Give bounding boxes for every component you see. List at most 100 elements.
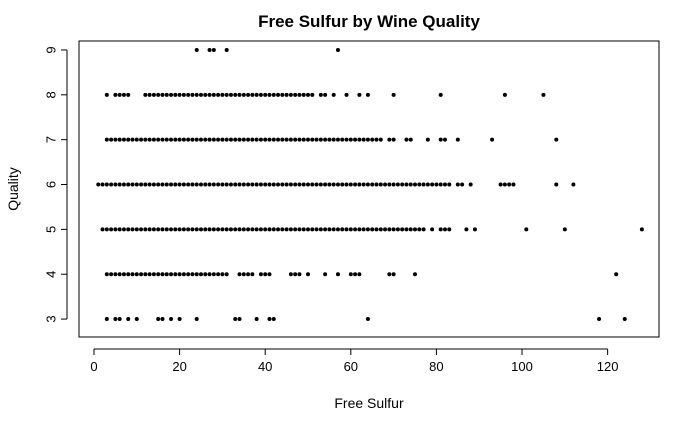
y-tick-label: 3 — [44, 315, 59, 322]
data-point — [430, 182, 435, 187]
data-point — [297, 272, 302, 277]
data-point — [190, 92, 195, 97]
x-tick-label: 100 — [511, 359, 533, 374]
data-point — [507, 182, 512, 187]
data-point — [263, 137, 268, 142]
y-tick-label: 4 — [44, 271, 59, 278]
x-tick-label: 120 — [597, 359, 619, 374]
data-point — [348, 137, 353, 142]
data-point — [237, 317, 242, 322]
data-point — [121, 182, 126, 187]
data-point — [344, 92, 349, 97]
data-point — [198, 272, 203, 277]
data-point — [241, 227, 246, 232]
data-point — [203, 272, 208, 277]
data-point — [391, 272, 396, 277]
data-point — [117, 272, 122, 277]
data-point — [117, 227, 122, 232]
data-point — [194, 47, 199, 52]
data-point — [173, 182, 178, 187]
data-point — [271, 227, 276, 232]
data-point — [126, 227, 131, 232]
data-point — [417, 227, 422, 232]
data-point — [554, 137, 559, 142]
data-point — [353, 182, 358, 187]
data-point — [335, 227, 340, 232]
data-point — [301, 182, 306, 187]
data-point — [404, 182, 409, 187]
data-point — [276, 92, 281, 97]
data-point — [391, 227, 396, 232]
data-point — [395, 182, 400, 187]
data-point — [254, 317, 259, 322]
data-point — [554, 182, 559, 187]
data-point — [258, 137, 263, 142]
data-point — [233, 227, 238, 232]
data-point — [335, 182, 340, 187]
data-point — [211, 92, 216, 97]
data-point — [246, 137, 251, 142]
data-point — [117, 92, 122, 97]
data-point — [383, 182, 388, 187]
data-point — [104, 272, 109, 277]
data-point — [147, 227, 152, 232]
data-point — [267, 317, 272, 322]
data-point — [357, 227, 362, 232]
data-point — [331, 182, 336, 187]
data-point — [139, 272, 144, 277]
data-point — [156, 227, 161, 232]
data-point — [194, 137, 199, 142]
plot-frame — [78, 40, 660, 338]
data-points — [96, 47, 644, 322]
data-point — [198, 92, 203, 97]
data-point — [301, 227, 306, 232]
data-point — [306, 182, 311, 187]
data-point — [143, 92, 148, 97]
data-point — [293, 182, 298, 187]
data-point — [203, 182, 208, 187]
data-point — [241, 272, 246, 277]
data-point — [220, 182, 225, 187]
data-point — [413, 182, 418, 187]
data-point — [109, 137, 114, 142]
data-point — [126, 182, 131, 187]
data-point — [284, 92, 289, 97]
data-point — [293, 92, 298, 97]
data-point — [104, 317, 109, 322]
data-point — [181, 227, 186, 232]
data-point — [438, 92, 443, 97]
data-point — [113, 272, 118, 277]
data-point — [207, 182, 212, 187]
data-point — [472, 227, 477, 232]
data-point — [121, 92, 126, 97]
data-point — [203, 137, 208, 142]
data-point — [173, 92, 178, 97]
data-point — [211, 137, 216, 142]
data-point — [460, 182, 465, 187]
data-point — [207, 92, 212, 97]
data-point — [181, 92, 186, 97]
data-point — [220, 137, 225, 142]
data-point — [417, 182, 422, 187]
data-point — [160, 317, 165, 322]
data-point — [134, 272, 139, 277]
data-point — [220, 227, 225, 232]
data-point — [340, 227, 345, 232]
chart-title: Free Sulfur by Wine Quality — [258, 12, 480, 31]
data-point — [280, 182, 285, 187]
data-point — [297, 92, 302, 97]
data-point — [104, 137, 109, 142]
data-point — [143, 227, 148, 232]
data-point — [267, 92, 272, 97]
data-point — [134, 137, 139, 142]
data-point — [216, 272, 221, 277]
data-point — [233, 317, 238, 322]
data-point — [404, 227, 409, 232]
data-point — [104, 182, 109, 187]
data-point — [147, 137, 152, 142]
data-point — [173, 272, 178, 277]
data-point — [130, 272, 135, 277]
data-point — [318, 92, 323, 97]
data-point — [284, 227, 289, 232]
